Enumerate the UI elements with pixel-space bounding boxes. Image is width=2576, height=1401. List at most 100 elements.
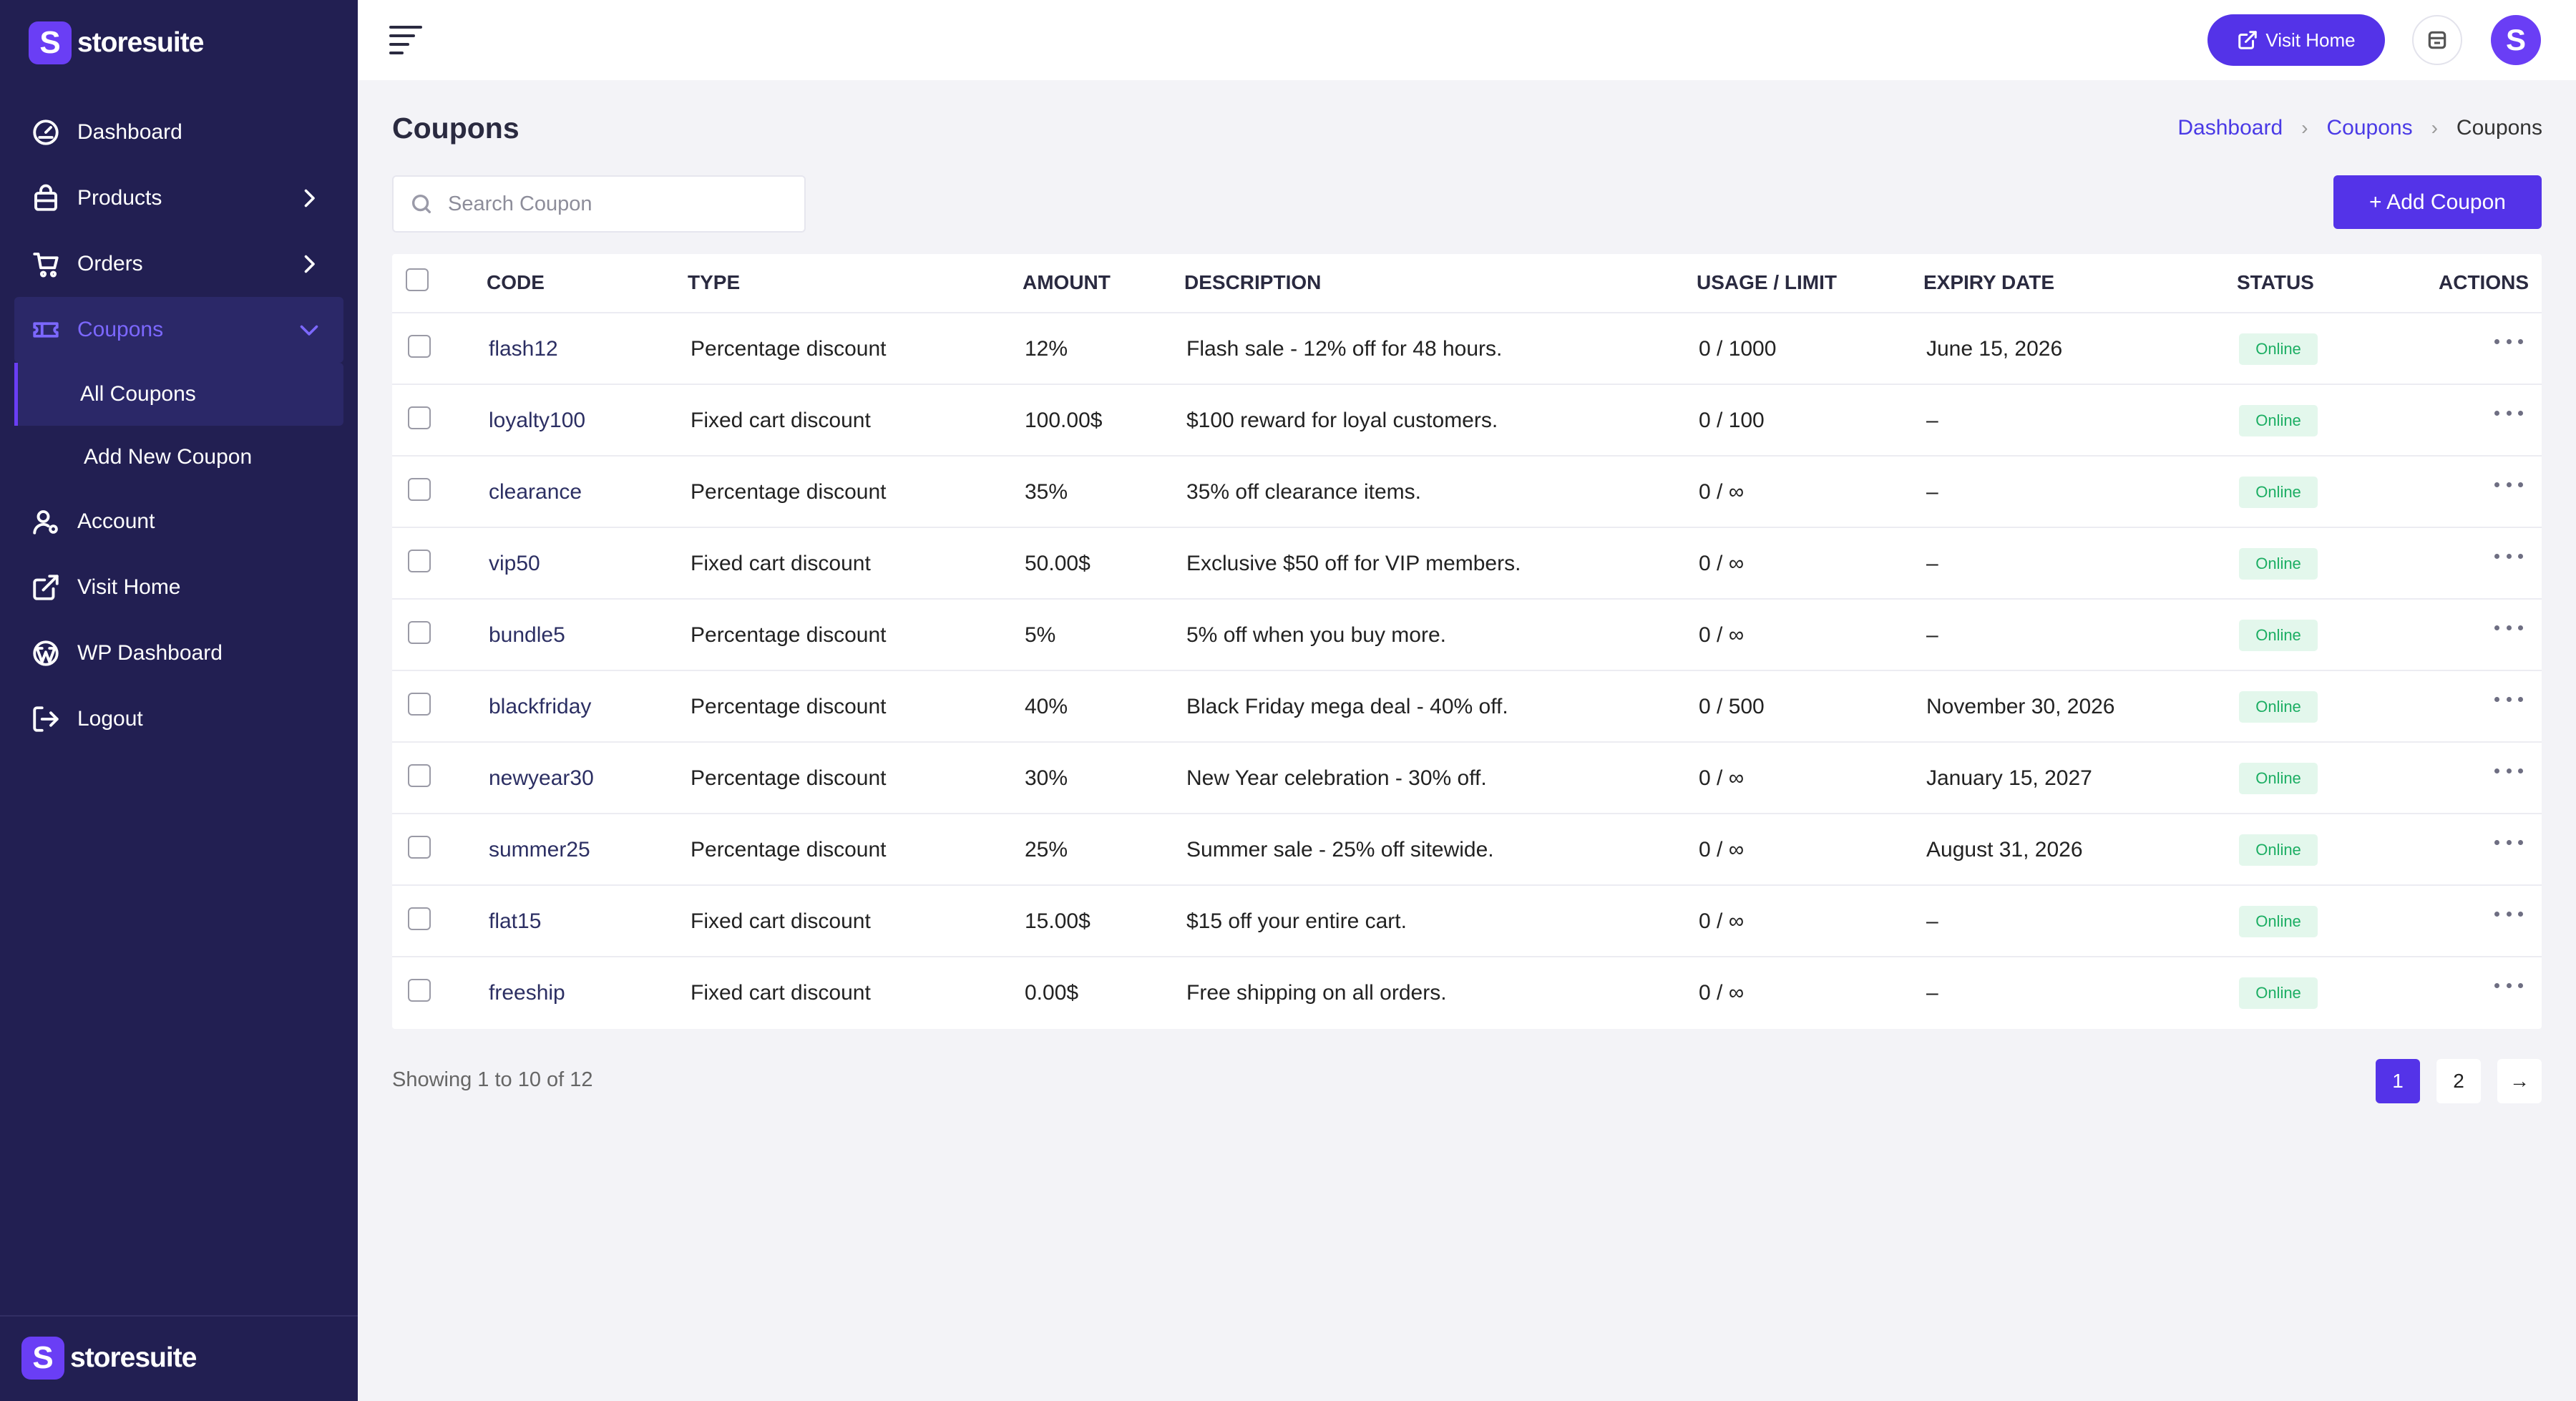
page-button-2[interactable]: 2 [2436,1059,2481,1103]
sidebar-item-wp-dashboard[interactable]: WP Dashboard [0,620,358,686]
breadcrumb-dashboard[interactable]: Dashboard [2177,116,2283,140]
table-row[interactable]: summer25 Percentage discount 25% Summer sal… [392,814,2542,886]
sidebar-item-account[interactable]: Account [0,489,358,555]
logout-icon [29,702,63,736]
coupon-code-link[interactable]: blackfriday [489,695,592,718]
coupon-usage-limit: 0 / ∞ [1699,981,1745,1005]
coupon-usage-limit: 0 / 100 [1699,409,1765,432]
pagination-summary: Showing 1 to 10 of 12 [392,1068,593,1091]
coupon-amount: 15.00$ [1025,909,1091,933]
column-header-description[interactable]: DESCRIPTION [1184,271,1322,293]
coupon-expiry-date: – [1926,480,1938,504]
row-checkbox[interactable] [408,836,431,859]
column-header-expiry-date[interactable]: EXPIRY DATE [1923,271,2055,293]
search-input[interactable] [448,192,777,216]
table-header: CODE TYPE AMOUNT DESCRIPTION USAGE / LIM… [392,254,2542,313]
more-actions-icon[interactable] [2494,545,2523,567]
coupon-expiry-date: – [1926,909,1938,933]
more-actions-icon[interactable] [2494,402,2523,424]
status-badge: Online [2239,477,2318,508]
select-all-checkbox[interactable] [406,268,429,291]
coupon-code-link[interactable]: flash12 [489,337,558,361]
avatar[interactable]: S [2491,15,2541,65]
coupon-code-link[interactable]: summer25 [489,838,590,861]
column-header-code[interactable]: CODE [487,271,545,293]
sidebar-item-products[interactable]: Products [0,165,358,231]
row-checkbox[interactable] [408,478,431,501]
row-checkbox[interactable] [408,335,431,358]
brand-name: storesuite [77,27,204,58]
next-page-button[interactable]: → [2497,1059,2542,1103]
table-row[interactable]: flat15 Fixed cart discount 15.00$ $15 off y… [392,886,2542,957]
coupon-amount: 0.00$ [1025,981,1079,1005]
more-actions-icon[interactable] [2494,760,2523,781]
search-box [392,175,806,233]
coupon-expiry-date: January 15, 2027 [1926,766,2092,790]
store-button[interactable] [2412,15,2462,65]
column-header-type[interactable]: TYPE [688,271,741,293]
status-badge: Online [2239,763,2318,794]
row-checkbox[interactable] [408,550,431,572]
table-row[interactable]: vip50 Fixed cart discount 50.00$ Exclusive … [392,528,2542,600]
coupon-description: 5% off when you buy more. [1186,623,1446,647]
add-coupon-button[interactable]: + Add Coupon [2333,175,2542,229]
more-actions-icon[interactable] [2494,617,2523,638]
row-checkbox[interactable] [408,621,431,644]
coupon-code-link[interactable]: bundle5 [489,623,565,647]
coupon-description: Free shipping on all orders. [1186,981,1447,1005]
column-header-status[interactable]: STATUS [2237,271,2314,293]
table-row[interactable]: blackfriday Percentage discount 40% Black F… [392,671,2542,743]
row-checkbox[interactable] [408,979,431,1002]
brand-logo[interactable]: S storesuite [29,21,204,64]
page-button-1[interactable]: 1 [2376,1059,2420,1103]
coupon-expiry-date: – [1926,981,1938,1005]
coupon-usage-limit: 0 / ∞ [1699,838,1745,861]
sidebar-item-orders[interactable]: Orders [0,231,358,297]
table-row[interactable]: bundle5 Percentage discount 5% 5% off when … [392,600,2542,671]
table-row[interactable]: newyear30 Percentage discount 30% New Year … [392,743,2542,814]
column-header-amount[interactable]: AMOUNT [1023,271,1111,293]
visit-home-button[interactable]: Visit Home [2207,14,2385,66]
coupon-code-link[interactable]: loyalty100 [489,409,586,432]
menu-toggle-icon[interactable] [389,26,422,54]
footer-brand-logo[interactable]: S storesuite [21,1337,197,1380]
coupon-code-link[interactable]: freeship [489,981,565,1005]
status-badge: Online [2239,834,2318,866]
coupon-amount: 35% [1025,480,1068,504]
more-actions-icon[interactable] [2494,474,2523,495]
more-actions-icon[interactable] [2494,331,2523,352]
coupon-code-link[interactable]: clearance [489,480,582,504]
column-header-usage-limit[interactable]: USAGE / LIMIT [1697,271,1837,293]
more-actions-icon[interactable] [2494,688,2523,710]
table-row[interactable]: clearance Percentage discount 35% 35% off c… [392,457,2542,528]
coupon-code-link[interactable]: newyear30 [489,766,594,790]
coupon-type: Percentage discount [691,838,887,861]
table-row[interactable]: freeship Fixed cart discount 0.00$ Free shi… [392,957,2542,1029]
row-checkbox[interactable] [408,764,431,787]
more-actions-icon[interactable] [2494,903,2523,924]
sidebar-subitem-all-coupons[interactable]: All Coupons [14,363,343,426]
table-row[interactable]: flash12 Percentage discount 12% Flash sale … [392,313,2542,385]
sidebar-item-coupons[interactable]: Coupons [14,297,343,363]
sidebar-item-dashboard[interactable]: Dashboard [0,99,358,165]
sidebar-item-visit-home[interactable]: Visit Home [0,555,358,620]
more-actions-icon[interactable] [2494,975,2523,996]
coupon-description: 35% off clearance items. [1186,480,1421,504]
sidebar-subitem-add-new-coupon[interactable]: Add New Coupon [84,445,253,469]
coupon-code-link[interactable]: flat15 [489,909,542,933]
table-row[interactable]: loyalty100 Fixed cart discount 100.00$ $100… [392,385,2542,457]
more-actions-icon[interactable] [2494,831,2523,853]
breadcrumb-coupons[interactable]: Coupons [2326,116,2413,140]
coupon-description: Black Friday mega deal - 40% off. [1186,695,1508,718]
coupon-description: $15 off your entire cart. [1186,909,1407,933]
sidebar-item-label: Account [77,509,155,533]
coupon-expiry-date: November 30, 2026 [1926,695,2115,718]
sidebar-item-logout[interactable]: Logout [0,686,358,752]
sidebar-nav: Dashboard Products Orders Coupons All Co… [0,99,358,752]
row-checkbox[interactable] [408,406,431,429]
sidebar-item-label: Dashboard [77,120,182,144]
row-checkbox[interactable] [408,907,431,930]
chevron-right-icon: › [2301,117,2308,139]
coupon-code-link[interactable]: vip50 [489,552,540,575]
row-checkbox[interactable] [408,693,431,716]
